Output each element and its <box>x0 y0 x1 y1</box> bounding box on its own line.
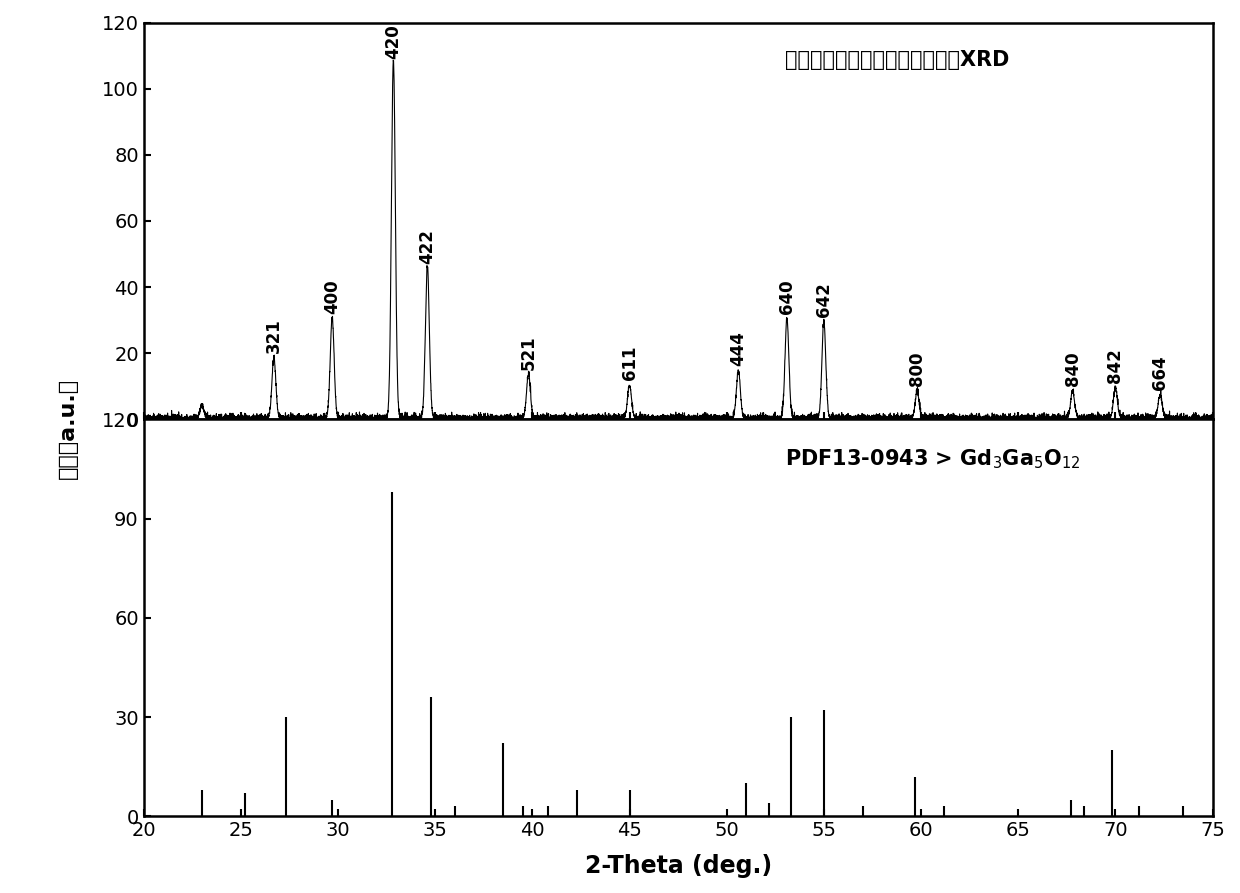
Text: 840: 840 <box>1064 352 1081 387</box>
Text: 842: 842 <box>1106 348 1125 383</box>
Text: 640: 640 <box>777 279 796 313</box>
Text: 664: 664 <box>1151 355 1169 389</box>
Text: 800: 800 <box>908 352 926 387</box>
X-axis label: 2-Theta (deg.): 2-Theta (deg.) <box>584 854 771 878</box>
Text: 420: 420 <box>384 24 403 59</box>
Text: 400: 400 <box>324 279 341 313</box>
Text: 444: 444 <box>729 331 748 366</box>
Text: PDF13-0943 > Gd$_3$Ga$_5$O$_{12}$: PDF13-0943 > Gd$_3$Ga$_5$O$_{12}$ <box>785 447 1080 471</box>
Text: 611: 611 <box>620 346 639 380</box>
Text: 521: 521 <box>520 335 537 370</box>
Text: 强度（a.u.）: 强度（a.u.） <box>58 378 78 480</box>
Text: 422: 422 <box>418 230 436 264</box>
Text: 642: 642 <box>815 282 833 317</box>
Text: 321: 321 <box>265 319 283 354</box>
Text: 掺镑镗钒镘石榴石多晶料的粉末XRD: 掺镑镗钒镘石榴石多晶料的粉末XRD <box>785 50 1009 71</box>
